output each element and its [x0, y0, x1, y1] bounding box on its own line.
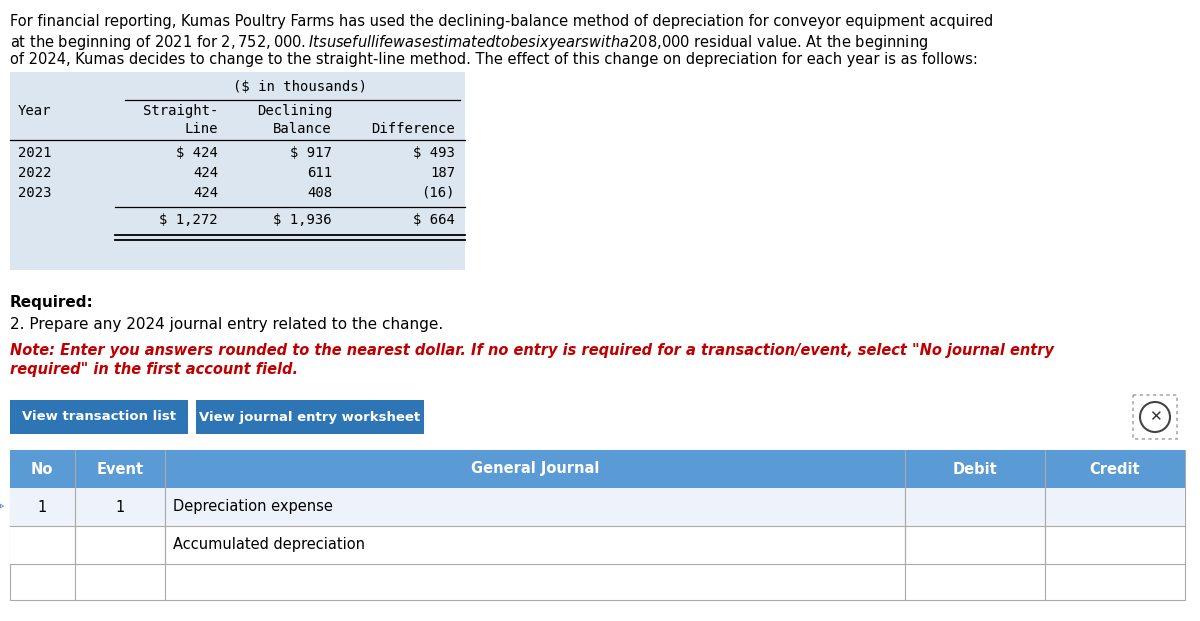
Text: Credit: Credit — [1090, 461, 1140, 476]
Text: $ 664: $ 664 — [413, 213, 455, 227]
Text: ($ in thousands): ($ in thousands) — [233, 80, 367, 94]
Text: $ 1,936: $ 1,936 — [274, 213, 332, 227]
Text: Depreciation expense: Depreciation expense — [173, 499, 332, 515]
Text: No: No — [31, 461, 53, 476]
Text: Balance: Balance — [274, 122, 332, 136]
Text: Required:: Required: — [10, 295, 94, 310]
Text: Debit: Debit — [953, 461, 997, 476]
Text: 408: 408 — [307, 186, 332, 200]
Text: at the beginning of 2021 for $2,752,000. Its useful life was estimated to be six: at the beginning of 2021 for $2,752,000.… — [10, 33, 928, 52]
Text: 1: 1 — [37, 499, 47, 515]
Text: of 2024, Kumas decides to change to the straight-line method. The effect of this: of 2024, Kumas decides to change to the … — [10, 52, 978, 67]
Text: $ 424: $ 424 — [176, 146, 218, 160]
Text: Difference: Difference — [371, 122, 455, 136]
Text: Note: Enter you answers rounded to the nearest dollar. If no entry is required f: Note: Enter you answers rounded to the n… — [10, 343, 1054, 358]
Text: Event: Event — [96, 461, 144, 476]
Text: 1: 1 — [115, 499, 125, 515]
Bar — [10, 400, 188, 434]
Text: Line: Line — [185, 122, 218, 136]
Text: View journal entry worksheet: View journal entry worksheet — [199, 410, 420, 424]
Bar — [10, 450, 1186, 488]
Text: 424: 424 — [193, 166, 218, 180]
Text: ✏: ✏ — [0, 500, 4, 514]
Bar — [10, 488, 1186, 526]
Text: 2022: 2022 — [18, 166, 52, 180]
Text: 611: 611 — [307, 166, 332, 180]
Bar — [10, 526, 1186, 564]
Text: ✕: ✕ — [1148, 409, 1162, 425]
Text: Year: Year — [18, 104, 52, 118]
Text: Accumulated depreciation: Accumulated depreciation — [173, 538, 365, 553]
Bar — [10, 450, 1186, 600]
Text: $ 1,272: $ 1,272 — [160, 213, 218, 227]
Text: Declining: Declining — [257, 104, 332, 118]
Text: $ 493: $ 493 — [413, 146, 455, 160]
Bar — [1133, 395, 1177, 439]
Text: 2023: 2023 — [18, 186, 52, 200]
Bar — [196, 400, 424, 434]
Text: (16): (16) — [421, 186, 455, 200]
Text: required" in the first account field.: required" in the first account field. — [10, 362, 298, 377]
Text: For financial reporting, Kumas Poultry Farms has used the declining-balance meth: For financial reporting, Kumas Poultry F… — [10, 14, 994, 29]
Text: $ 917: $ 917 — [290, 146, 332, 160]
Text: 187: 187 — [430, 166, 455, 180]
Text: 2. Prepare any 2024 journal entry related to the change.: 2. Prepare any 2024 journal entry relate… — [10, 317, 443, 332]
Bar — [10, 72, 466, 270]
Text: View transaction list: View transaction list — [22, 410, 176, 424]
Text: General Journal: General Journal — [470, 461, 599, 476]
Text: 424: 424 — [193, 186, 218, 200]
Text: Straight-: Straight- — [143, 104, 218, 118]
Text: 2021: 2021 — [18, 146, 52, 160]
